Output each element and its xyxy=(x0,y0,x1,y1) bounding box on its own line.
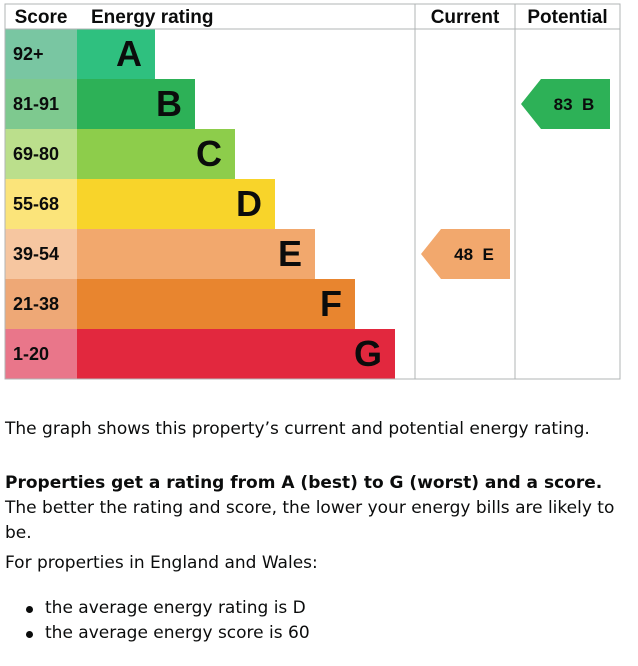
header-energy-rating: Energy rating xyxy=(91,7,213,28)
rating-letter-b: B xyxy=(156,83,182,124)
current-rating-arrow xyxy=(421,229,510,279)
score-cell-b xyxy=(5,79,77,129)
rating-bar-g xyxy=(77,329,395,379)
score-cell-f xyxy=(5,279,77,329)
chart-border xyxy=(4,3,621,380)
rating-bar-d xyxy=(77,179,275,229)
rating-letter-a: A xyxy=(116,33,142,74)
score-range-b: 81-91 xyxy=(13,94,59,114)
score-cell-g xyxy=(5,329,77,379)
rating-explanation: Properties get a rating from A (best) to… xyxy=(5,471,625,546)
rating-letter-d: D xyxy=(236,183,262,224)
score-range-a: 92+ xyxy=(13,44,44,64)
rating-bar-b xyxy=(77,79,195,129)
rating-bar-a xyxy=(77,29,155,79)
average-list: the average energy rating is D the avera… xyxy=(0,596,310,646)
score-cell-c xyxy=(5,129,77,179)
energy-rating-chart: Score Energy rating Current Potential 92+ A 81… xyxy=(4,3,621,380)
rating-bar-f xyxy=(77,279,355,329)
average-rating-item: the average energy rating is D xyxy=(0,596,310,621)
score-cell-d xyxy=(5,179,77,229)
score-range-d: 55-68 xyxy=(13,194,59,214)
rating-letter-g: G xyxy=(354,333,382,374)
rating-letter-f: F xyxy=(320,283,342,324)
score-cell-e xyxy=(5,229,77,279)
rating-letter-e: E xyxy=(278,233,302,274)
rating-explanation-bold: Properties get a rating from A (best) to… xyxy=(5,473,603,493)
score-range-g: 1-20 xyxy=(13,344,49,364)
average-score-item: the average energy score is 60 xyxy=(0,621,310,646)
header-score: Score xyxy=(15,7,68,28)
score-range-c: 69-80 xyxy=(13,144,59,164)
england-wales-intro: For properties in England and Wales: xyxy=(5,553,318,573)
potential-rating-arrow xyxy=(521,79,610,129)
chart-description: The graph shows this property’s current … xyxy=(5,419,590,439)
score-range-e: 39-54 xyxy=(13,244,59,264)
header-current: Current xyxy=(431,7,500,28)
potential-rating-label: 83 B xyxy=(554,95,595,114)
score-range-f: 21-38 xyxy=(13,294,59,314)
current-rating-label: 48 E xyxy=(454,245,494,264)
rating-bar-c xyxy=(77,129,235,179)
score-cell-a xyxy=(5,29,77,79)
rating-bar-e xyxy=(77,229,315,279)
rating-letter-c: C xyxy=(196,133,222,174)
header-potential: Potential xyxy=(527,7,607,28)
rating-explanation-rest: The better the rating and score, the low… xyxy=(5,498,615,543)
